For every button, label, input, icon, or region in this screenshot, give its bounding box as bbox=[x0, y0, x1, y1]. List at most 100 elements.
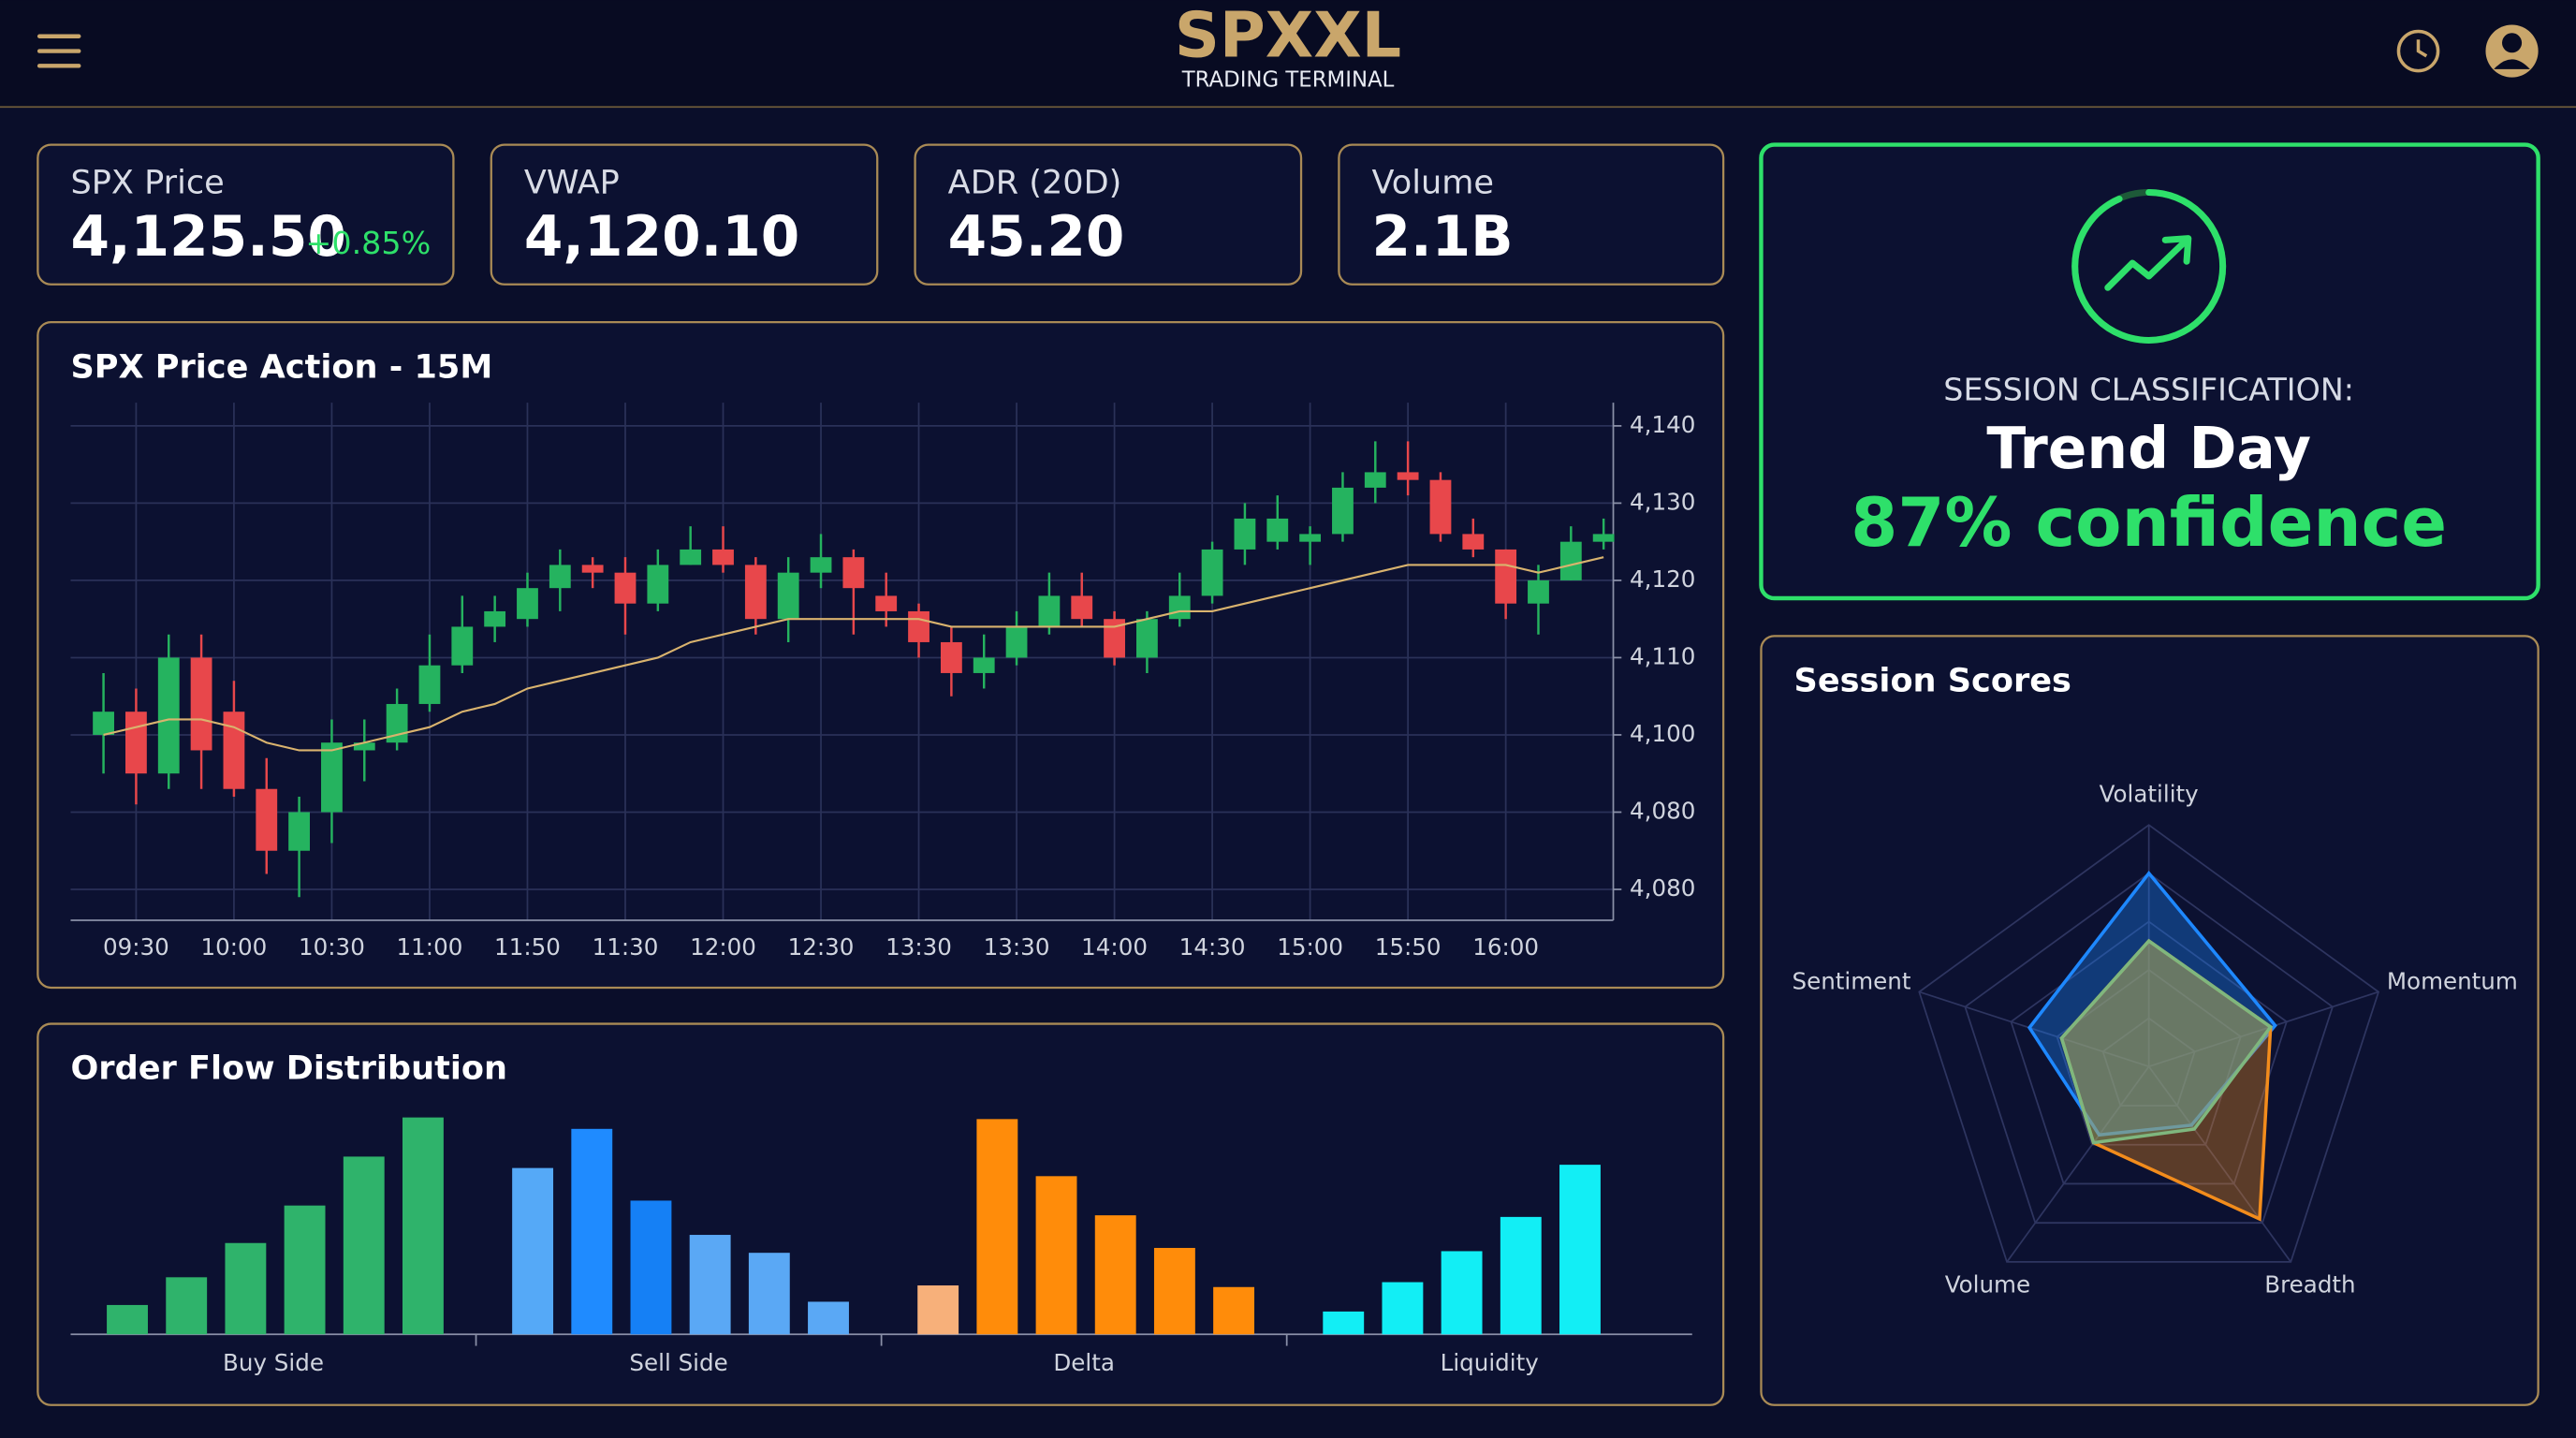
menu-icon[interactable] bbox=[37, 34, 81, 68]
x-tick-label: 14:00 bbox=[1081, 933, 1148, 961]
kpi-value: 4,120.10 bbox=[524, 205, 799, 270]
x-tick-label: 15:50 bbox=[1375, 933, 1442, 961]
x-tick-label: 11:30 bbox=[593, 933, 659, 961]
candle-body bbox=[1592, 534, 1615, 542]
x-tick-label: Sell Side bbox=[629, 1349, 727, 1376]
kpi-card bbox=[1338, 143, 1725, 286]
candle-body bbox=[484, 610, 506, 627]
candle-body bbox=[1299, 534, 1322, 542]
candle-body bbox=[418, 665, 441, 704]
bar bbox=[1094, 1215, 1136, 1335]
radar-axis-label: Volatility bbox=[2100, 781, 2199, 808]
chart-title: Session Scores bbox=[1794, 662, 2071, 700]
candle-body bbox=[875, 595, 898, 611]
kpi-value: 4,125.50 bbox=[70, 205, 345, 270]
classification-confidence: 87% confidence bbox=[1851, 483, 2447, 562]
kpi-card bbox=[490, 143, 879, 286]
candle-body bbox=[451, 626, 474, 666]
radar-spoke bbox=[2148, 990, 2379, 1068]
radar-ring bbox=[2101, 1017, 2196, 1107]
user-icon[interactable] bbox=[2485, 24, 2539, 78]
orderflow-card bbox=[37, 1022, 1725, 1406]
bar bbox=[1500, 1216, 1542, 1335]
x-tick-label: Liquidity bbox=[1441, 1349, 1539, 1376]
candle-body bbox=[1364, 472, 1386, 488]
x-tick-label: 11:50 bbox=[494, 933, 561, 961]
bar bbox=[976, 1119, 1018, 1335]
chart-title: SPX Price Action - 15M bbox=[70, 347, 492, 386]
radar-spoke bbox=[2147, 1065, 2292, 1263]
y-tick-label: 4,120 bbox=[1630, 565, 1695, 593]
radar-axis-label: Momentum bbox=[2387, 968, 2518, 995]
radar-spoke bbox=[2006, 1065, 2150, 1263]
candle-body bbox=[1559, 541, 1582, 580]
x-tick-label: Delta bbox=[1053, 1349, 1115, 1376]
bar bbox=[1323, 1311, 1365, 1335]
y-tick-label: 4,130 bbox=[1630, 488, 1695, 515]
kpi-card bbox=[914, 143, 1303, 286]
candle-body bbox=[157, 657, 180, 774]
trend-icon bbox=[2071, 188, 2227, 344]
candle-body bbox=[1332, 487, 1354, 535]
radar-spoke bbox=[1919, 990, 2149, 1068]
bar bbox=[1382, 1282, 1424, 1335]
bar bbox=[748, 1253, 790, 1335]
bar bbox=[343, 1156, 385, 1335]
x-tick-label: 12:00 bbox=[690, 933, 756, 961]
radar-ring bbox=[2010, 920, 2288, 1185]
x-tick-label: 11:00 bbox=[397, 933, 463, 961]
candle-body bbox=[1234, 518, 1256, 550]
chart-title: Order Flow Distribution bbox=[70, 1049, 507, 1088]
app-subtitle: TRADING TERMINAL bbox=[1181, 68, 1395, 93]
x-tick-label: 12:30 bbox=[788, 933, 855, 961]
candle-body bbox=[517, 588, 538, 620]
candle-body bbox=[1201, 549, 1223, 596]
candle-body bbox=[321, 742, 343, 813]
radar-ring bbox=[1918, 824, 2380, 1263]
classification-card bbox=[1759, 142, 2540, 601]
candle-body bbox=[744, 565, 767, 620]
bar bbox=[284, 1205, 326, 1335]
candle-body bbox=[353, 742, 375, 751]
candle-body bbox=[223, 712, 245, 789]
bar bbox=[225, 1242, 267, 1335]
clock-icon[interactable] bbox=[2396, 29, 2440, 73]
candle-body bbox=[614, 572, 637, 604]
bar bbox=[1213, 1286, 1255, 1335]
candle-body bbox=[1071, 595, 1093, 620]
classification-label: SESSION CLASSIFICATION: bbox=[1943, 371, 2354, 407]
y-tick-label: 4,140 bbox=[1630, 411, 1695, 438]
charts: 4,080 4,080 4,100 4,110 4,120 4,130 4,140 09:30… bbox=[70, 403, 2518, 1376]
y-tick-label: 4,110 bbox=[1630, 642, 1695, 669]
y-tick-label: 4,100 bbox=[1630, 720, 1695, 747]
x-tick-label: 13:30 bbox=[984, 933, 1050, 961]
kpi-label: VWAP bbox=[524, 164, 620, 202]
candle-body bbox=[908, 610, 929, 642]
kpi-label: Volume bbox=[1372, 164, 1495, 202]
kpi-label: SPX Price bbox=[70, 164, 224, 202]
radar-axis-label: Breadth bbox=[2264, 1270, 2355, 1298]
candle-body bbox=[810, 557, 832, 573]
candle-body bbox=[125, 712, 147, 774]
bar bbox=[107, 1304, 148, 1335]
bar bbox=[1559, 1165, 1601, 1335]
kpi-change: +0.85% bbox=[305, 225, 431, 261]
candle-body bbox=[973, 657, 995, 673]
classification-value: Trend Day bbox=[1986, 416, 2311, 482]
x-tick-label: 10:00 bbox=[201, 933, 268, 961]
x-tick-label: 16:00 bbox=[1472, 933, 1539, 961]
candle-body bbox=[1136, 619, 1158, 658]
app-title: SPXXL bbox=[1175, 0, 1401, 71]
bar bbox=[630, 1200, 672, 1335]
candle-body bbox=[549, 565, 571, 589]
candle-body bbox=[1168, 595, 1191, 620]
radar-ring bbox=[1964, 872, 2334, 1225]
candle-body bbox=[940, 641, 962, 673]
candle-body bbox=[256, 788, 278, 851]
bar bbox=[917, 1285, 959, 1335]
bar bbox=[571, 1128, 613, 1335]
radar-area bbox=[2027, 870, 2277, 1137]
bar bbox=[402, 1117, 444, 1335]
kpi-label: ADR (20D) bbox=[948, 164, 1122, 202]
